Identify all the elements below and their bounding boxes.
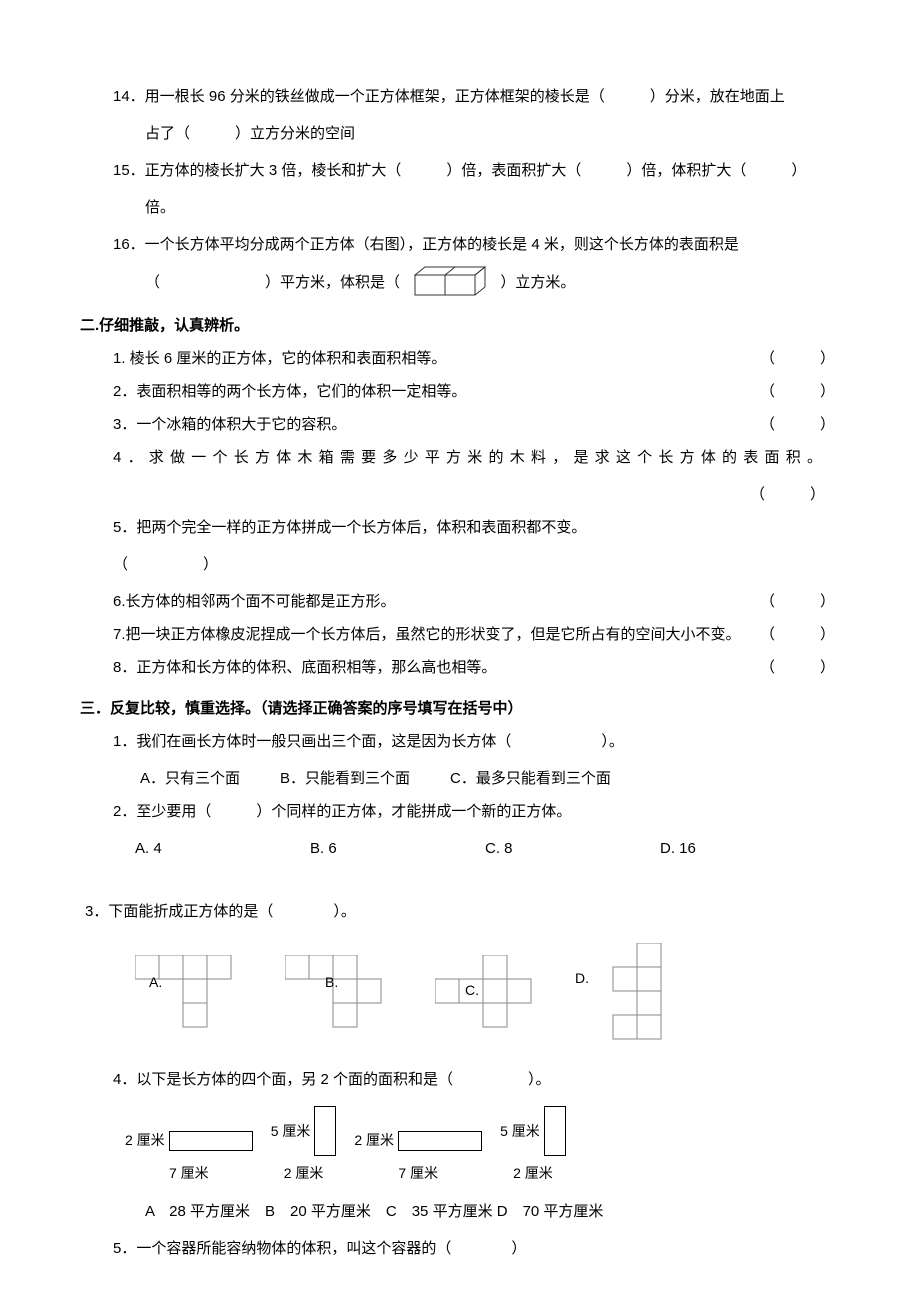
q1-16b-b: ）立方米。 xyxy=(500,274,575,291)
q2-7-blank: （ ） xyxy=(755,618,835,651)
q3-2: 2．至少要用（ ）个同样的正方体，才能拼成一个新的正方体。 xyxy=(85,795,835,828)
shape-4-w: 2 厘米 xyxy=(513,1158,553,1189)
q1-16b: （ ）平方米，体积是（ ）立方米。 xyxy=(85,265,835,301)
cuboid-diagram xyxy=(410,265,490,301)
shape-4: 5 厘米 2 厘米 xyxy=(500,1106,566,1189)
q2-6: 6.长方体的相邻两个面不可能都是正方形。 （ ） xyxy=(85,585,835,618)
shape-1-h: 2 厘米 xyxy=(125,1125,165,1156)
q2-3: 3．一个冰箱的体积大于它的容积。 （ ） xyxy=(85,408,835,441)
q3-1-c: C．最多只能看到三个面 xyxy=(450,762,611,795)
q1-15b: 倍。 xyxy=(85,191,835,224)
q1-14: 14．用一根长 96 分米的铁丝做成一个正方体框架，正方体框架的棱长是（ ）分米… xyxy=(85,80,835,113)
q2-7: 7.把一块正方体橡皮泥捏成一个长方体后，虽然它的形状变了，但是它所占有的空间大小… xyxy=(85,618,835,651)
q1-14b: 占了（ ）立方分米的空间 xyxy=(85,117,835,150)
shape-1: 2 厘米 7 厘米 xyxy=(125,1125,253,1189)
q2-5-blank: （ ） xyxy=(85,548,835,581)
q2-8-text: 8．正方体和长方体的体积、底面积相等，那么高也相等。 xyxy=(113,651,755,684)
q3-3: 3．下面能折成正方体的是（ ）。 xyxy=(85,895,835,928)
svg-text:B.: B. xyxy=(325,974,338,990)
net-b: B. xyxy=(285,955,405,1051)
q2-3-blank: （ ） xyxy=(755,408,835,441)
q2-8-blank: （ ） xyxy=(755,651,835,684)
q2-7-text: 7.把一块正方体橡皮泥捏成一个长方体后，虽然它的形状变了，但是它所占有的空间大小… xyxy=(113,618,755,651)
shape-2-h: 5 厘米 xyxy=(271,1116,311,1147)
section3-title: 三．反复比较，慎重选择。（请选择正确答案的序号填写在括号中） xyxy=(80,692,835,725)
q1-15: 15．正方体的棱长扩大 3 倍，棱长和扩大（ ）倍，表面积扩大（ ）倍，体积扩大… xyxy=(85,154,835,187)
q3-1-b: B．只能看到三个面 xyxy=(280,762,410,795)
net-a: A. xyxy=(135,955,255,1051)
q3-5: 5．一个容器所能容纳物体的体积，叫这个容器的（ ） xyxy=(85,1232,835,1265)
q2-1-blank: （ ） xyxy=(755,342,835,375)
q3-2-b: B. 6 xyxy=(310,832,485,865)
q3-2-d: D. 16 xyxy=(660,832,835,865)
q2-3-text: 3．一个冰箱的体积大于它的容积。 xyxy=(113,408,755,441)
q2-2: 2．表面积相等的两个长方体，它们的体积一定相等。 （ ） xyxy=(85,375,835,408)
q2-2-text: 2．表面积相等的两个长方体，它们的体积一定相等。 xyxy=(113,375,755,408)
q2-6-blank: （ ） xyxy=(755,585,835,618)
q3-2-a: A. 4 xyxy=(135,832,310,865)
svg-text:D.: D. xyxy=(575,970,589,986)
q2-2-blank: （ ） xyxy=(755,375,835,408)
shape-1-w: 7 厘米 xyxy=(169,1158,209,1189)
q2-4: 4．求做一个长方体木箱需要多少平方米的木料，是求这个长方体的表面积。 xyxy=(85,441,835,474)
q2-8: 8．正方体和长方体的体积、底面积相等，那么高也相等。 （ ） xyxy=(85,651,835,684)
shape-3-w: 7 厘米 xyxy=(398,1158,438,1189)
net-c: C. xyxy=(435,955,535,1051)
q3-2-opts: A. 4 B. 6 C. 8 D. 16 xyxy=(85,832,835,865)
svg-text:C.: C. xyxy=(465,982,479,998)
q3-4-shapes: 2 厘米 7 厘米 5 厘米 2 厘米 2 厘米 7 厘米 5 厘米 2 厘米 xyxy=(85,1106,835,1189)
q3-2-c: C. 8 xyxy=(485,832,660,865)
shape-3: 2 厘米 7 厘米 xyxy=(354,1125,482,1189)
shape-3-h: 2 厘米 xyxy=(354,1125,394,1156)
q2-6-text: 6.长方体的相邻两个面不可能都是正方形。 xyxy=(113,585,755,618)
q3-1: 1．我们在画长方体时一般只画出三个面，这是因为长方体（ ）。 xyxy=(85,725,835,758)
q3-4-opts: A 28 平方厘米 B 20 平方厘米 C 35 平方厘米 D 70 平方厘米 xyxy=(85,1195,835,1228)
q1-16: 16．一个长方体平均分成两个正方体（右图），正方体的棱长是 4 米，则这个长方体… xyxy=(85,228,835,261)
shape-2-w: 2 厘米 xyxy=(284,1158,324,1189)
section2-title: 二.仔细推敲，认真辨析。 xyxy=(80,309,835,342)
q2-1-text: 1. 棱长 6 厘米的正方体，它的体积和表面积相等。 xyxy=(113,342,755,375)
q3-4: 4．以下是长方体的四个面，另 2 个面的面积和是（ ）。 xyxy=(85,1063,835,1096)
q3-3-nets: A. B. C. xyxy=(85,943,835,1063)
q3-1-opts: A．只有三个面 B．只能看到三个面 C．最多只能看到三个面 xyxy=(85,762,835,795)
q2-5: 5．把两个完全一样的正方体拼成一个长方体后，体积和表面积都不变。 xyxy=(85,511,835,544)
shape-2: 5 厘米 2 厘米 xyxy=(271,1106,337,1189)
q2-4-blank: （ ） xyxy=(85,478,835,511)
q1-16b-a: （ ）平方米，体积是（ xyxy=(145,274,400,291)
net-d: D. xyxy=(565,943,665,1063)
svg-text:A.: A. xyxy=(149,974,162,990)
q2-1: 1. 棱长 6 厘米的正方体，它的体积和表面积相等。 （ ） xyxy=(85,342,835,375)
q3-1-a: A．只有三个面 xyxy=(140,762,240,795)
shape-4-h: 5 厘米 xyxy=(500,1116,540,1147)
